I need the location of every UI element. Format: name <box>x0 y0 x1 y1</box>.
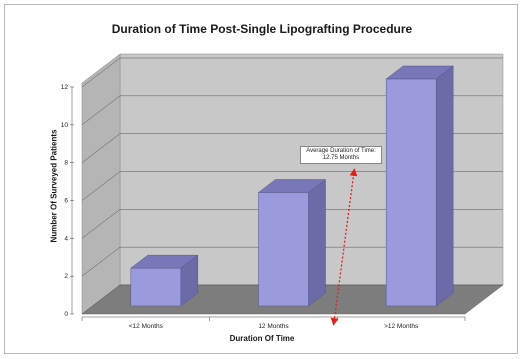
bar-front <box>130 267 182 307</box>
y-tick-label: 4 <box>64 235 68 242</box>
side-wall <box>81 53 121 315</box>
annotation-line <box>330 168 358 326</box>
gridline <box>81 171 503 201</box>
x-tick-label: >12 Months <box>384 323 419 330</box>
y-tick-label: 6 <box>64 198 68 205</box>
x-ticks: <12 Months 12 Months >12 Months <box>81 316 466 330</box>
gridlines <box>81 57 503 315</box>
gridline <box>81 284 503 315</box>
bar <box>385 65 454 307</box>
x-tick-label: <12 Months <box>129 323 164 330</box>
bar <box>257 178 327 307</box>
gridline <box>81 95 503 126</box>
y-tick-label: 0 <box>64 311 68 318</box>
y-tick-label: 12 <box>61 84 69 91</box>
bars <box>130 65 454 307</box>
gridline <box>81 246 503 277</box>
bar-side <box>308 178 326 307</box>
gridline <box>81 209 503 239</box>
bar <box>130 254 199 307</box>
y-ticks: 0 2 4 6 8 10 12 <box>61 84 74 318</box>
annotation-label: Average Duration of Time: 12.75 Months <box>300 146 382 164</box>
y-tick-label: 10 <box>61 122 69 129</box>
chart-title: Duration of Time Post-Single Lipograftin… <box>111 22 413 36</box>
y-tick-label: 8 <box>64 160 68 167</box>
x-tick-label: 12 Months <box>258 323 289 330</box>
bar-front <box>258 192 309 307</box>
bar-front <box>385 78 437 307</box>
y-tick-label: 2 <box>64 273 68 280</box>
bar-side <box>435 65 454 307</box>
annotation-arrow <box>330 168 358 326</box>
gridline <box>81 133 503 163</box>
gridline <box>81 57 503 88</box>
x-axis-label: Duration Of Time <box>229 334 295 343</box>
